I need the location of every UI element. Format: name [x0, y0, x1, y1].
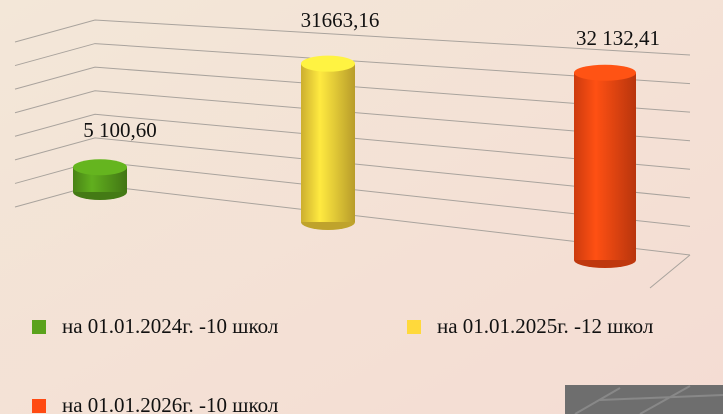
data-label: 32 132,41	[576, 26, 660, 50]
bar-top	[574, 65, 636, 81]
data-label: 31663,16	[301, 8, 380, 32]
data-label: 5 100,60	[83, 118, 157, 142]
chart: 5 100,60 31663,16 32 132,41 на 01.01.2024г…	[0, 0, 723, 414]
bar-top	[73, 159, 127, 175]
bar	[301, 64, 355, 222]
legend-swatch	[32, 399, 46, 413]
page: {"chart_data": {"type": "bar3d", "series…	[0, 0, 723, 414]
corner-image	[565, 385, 723, 414]
legend-label: на 01.01.2024г. -10 школ	[62, 314, 278, 338]
legend-label: на 01.01.2026г. -10 школ	[62, 393, 278, 414]
legend-swatch	[407, 320, 421, 334]
legend-label: на 01.01.2025г. -12 школ	[437, 314, 653, 338]
legend-swatch	[32, 320, 46, 334]
bar	[574, 73, 636, 260]
bar-top	[301, 56, 355, 72]
